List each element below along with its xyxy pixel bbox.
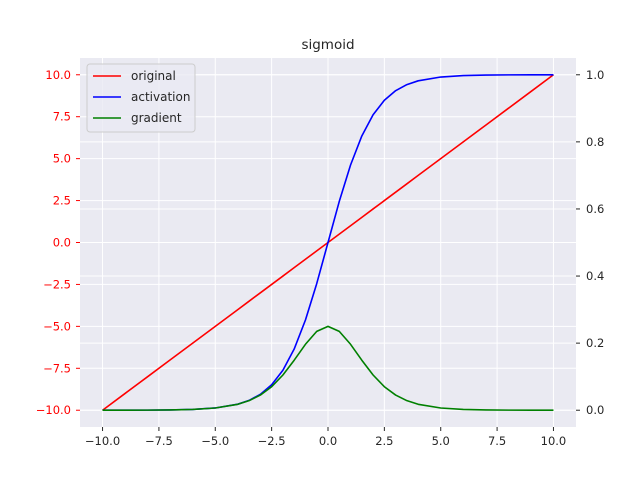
y-left-tick-label: 2.5	[53, 194, 71, 208]
x-tick-label: 2.5	[375, 434, 393, 448]
x-tick-label: −7.5	[145, 434, 173, 448]
y-left-tick-label: 5.0	[53, 152, 71, 166]
y-left-axis-ticks: −10.0 −7.5 −5.0 −2.5 0.0 2.5 5.0 7.5 10.0	[36, 68, 80, 417]
x-tick-label: −10.0	[85, 434, 120, 448]
series-lines	[102, 73, 554, 412]
y-right-tick-label: 1.0	[586, 68, 604, 82]
x-tick-label: 5.0	[432, 434, 450, 448]
y-right-axis-ticks: 0.0 0.2 0.4 0.6 0.8 1.0	[576, 68, 604, 417]
series-line-gradient	[102, 325, 554, 412]
y-right-tick-label: 0.2	[586, 336, 604, 350]
x-tick-label: −5.0	[201, 434, 229, 448]
x-axis-ticks: −10.0 −7.5 −5.0 −2.5 0.0 2.5 5.0 7.5 10.0	[85, 427, 566, 448]
y-left-tick-label: −5.0	[43, 319, 71, 333]
y-left-tick-label: 10.0	[45, 68, 71, 82]
legend-label-original: original	[131, 69, 176, 83]
legend-label-activation: activation	[131, 90, 190, 104]
legend: original activation gradient	[86, 63, 196, 133]
y-right-tick-label: 0.4	[586, 269, 604, 283]
chart-title: sigmoid	[301, 37, 354, 53]
y-left-tick-label: 0.0	[53, 236, 71, 250]
legend-label-gradient: gradient	[131, 111, 182, 125]
y-left-tick-label: −2.5	[43, 277, 71, 291]
legend-box	[86, 63, 196, 133]
y-left-tick-label: −10.0	[36, 403, 71, 417]
y-right-tick-label: 0.0	[586, 403, 604, 417]
x-tick-label: −2.5	[258, 434, 286, 448]
x-tick-label: 7.5	[488, 434, 506, 448]
y-left-tick-label: 7.5	[53, 110, 71, 124]
x-tick-label: 0.0	[319, 434, 337, 448]
y-left-tick-label: −7.5	[43, 361, 71, 375]
x-tick-label: 10.0	[541, 434, 567, 448]
y-right-tick-label: 0.6	[586, 202, 604, 216]
y-right-tick-label: 0.8	[586, 135, 604, 149]
